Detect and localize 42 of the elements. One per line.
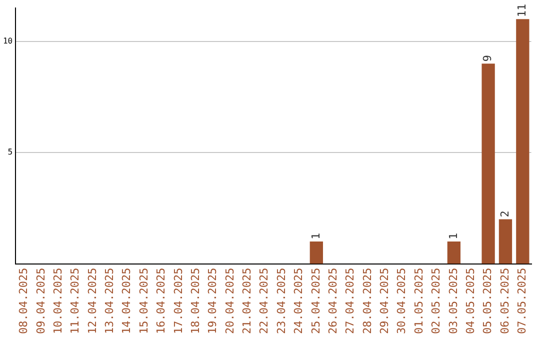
x-tick-label: 04.05.2025: [464, 268, 477, 334]
x-tick-label: 10.04.2025: [51, 268, 64, 334]
x-tick-label: 27.04.2025: [344, 268, 357, 334]
x-tick-label: 11.04.2025: [68, 268, 82, 334]
x-tick-label: 13.04.2025: [103, 268, 116, 334]
x-tick-label: 15.04.2025: [137, 268, 150, 334]
bar: [482, 64, 495, 264]
y-tick-label: 5: [8, 148, 13, 157]
x-tick-label: 16.04.2025: [154, 268, 168, 334]
x-tick-label: 09.04.2025: [34, 268, 48, 334]
x-tick-label: 17.04.2025: [172, 268, 185, 334]
data-label: 2: [498, 210, 512, 218]
x-tick-label: 07.05.2025: [516, 268, 529, 334]
x-tick-label: 12.04.2025: [86, 268, 99, 334]
data-label: 11: [516, 4, 529, 18]
x-tick-label: 19.04.2025: [206, 268, 220, 334]
x-tick-label: 01.05.2025: [412, 268, 426, 334]
x-tick-label: 23.04.2025: [274, 268, 288, 334]
x-tick-label: 05.05.2025: [481, 268, 494, 334]
x-tick-label: 29.04.2025: [378, 268, 392, 334]
x-tick-label: 26.04.2025: [326, 268, 340, 334]
x-tick-label: 14.04.2025: [120, 268, 134, 334]
data-label: 9: [481, 54, 494, 62]
data-label: 1: [446, 232, 460, 240]
x-tick-label: 28.04.2025: [360, 268, 374, 334]
x-tick-label: 18.04.2025: [188, 268, 202, 334]
bar: [498, 219, 512, 264]
x-tick-label: 06.05.2025: [498, 268, 512, 334]
x-tick-label: 22.04.2025: [258, 268, 271, 334]
data-label: 1: [309, 232, 322, 240]
x-tick-label: 20.04.2025: [223, 268, 236, 334]
x-tick-label: 21.04.2025: [240, 268, 254, 334]
x-tick-label: 25.04.2025: [309, 268, 322, 334]
bar: [310, 242, 323, 264]
y-tick-label: 10: [2, 36, 13, 46]
x-tick-label: 02.05.2025: [430, 268, 443, 334]
x-tick-label: 30.04.2025: [395, 268, 408, 334]
bar: [516, 19, 530, 264]
x-tick-label: 03.05.2025: [446, 268, 460, 334]
x-tick-label: 08.04.2025: [17, 268, 30, 334]
bar: [447, 242, 460, 264]
x-tick-label: 24.04.2025: [292, 268, 306, 334]
